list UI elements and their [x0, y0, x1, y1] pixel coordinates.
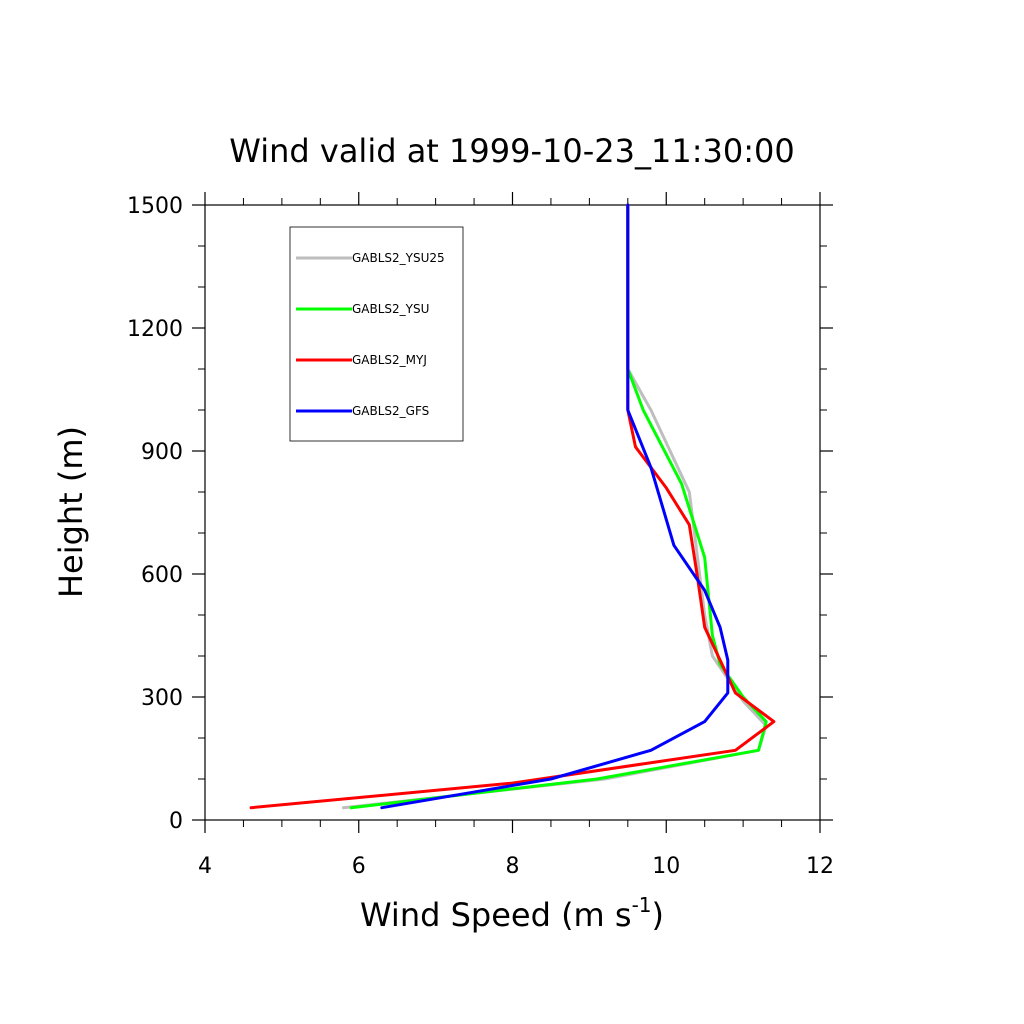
y-tick-label: 1200	[127, 317, 183, 342]
x-axis-label-main: Wind Speed (m s	[360, 896, 632, 934]
x-tick-label: 6	[352, 854, 366, 879]
x-tick-label: 4	[198, 854, 212, 879]
x-axis-label-suffix: )	[652, 896, 664, 934]
series-layer	[249, 203, 776, 810]
legend: GABLS2_YSU25 GABLS2_YSU GABLS2_MYJ GABLS2_G…	[289, 226, 464, 442]
y-tick-label: 600	[141, 563, 183, 588]
x-axis-label: Wind Speed (m s-1)	[360, 893, 664, 934]
x-tick-label: 8	[506, 854, 520, 879]
y-tick-label: 1500	[127, 194, 183, 219]
axes: 4 6 8 10 12 0 300 600 900 1200 1500	[127, 192, 834, 879]
x-axis-label-superscript: -1	[632, 893, 652, 917]
x-tick-label: 12	[806, 854, 834, 879]
series-line-gabls2-gfs	[380, 203, 730, 810]
y-tick-label: 0	[169, 809, 183, 834]
legend-label: GABLS2_YSU25	[352, 251, 445, 265]
y-axis-label: Height (m)	[52, 426, 90, 598]
x-tick-label: 10	[652, 854, 680, 879]
legend-label: GABLS2_GFS	[352, 404, 429, 418]
legend-label: GABLS2_MYJ	[352, 353, 427, 367]
y-tick-label: 900	[141, 440, 183, 465]
y-tick-label: 300	[141, 686, 183, 711]
chart-title: Wind valid at 1999-10-23_11:30:00	[229, 132, 794, 170]
legend-box	[289, 226, 464, 442]
legend-label: GABLS2_YSU	[352, 302, 429, 316]
